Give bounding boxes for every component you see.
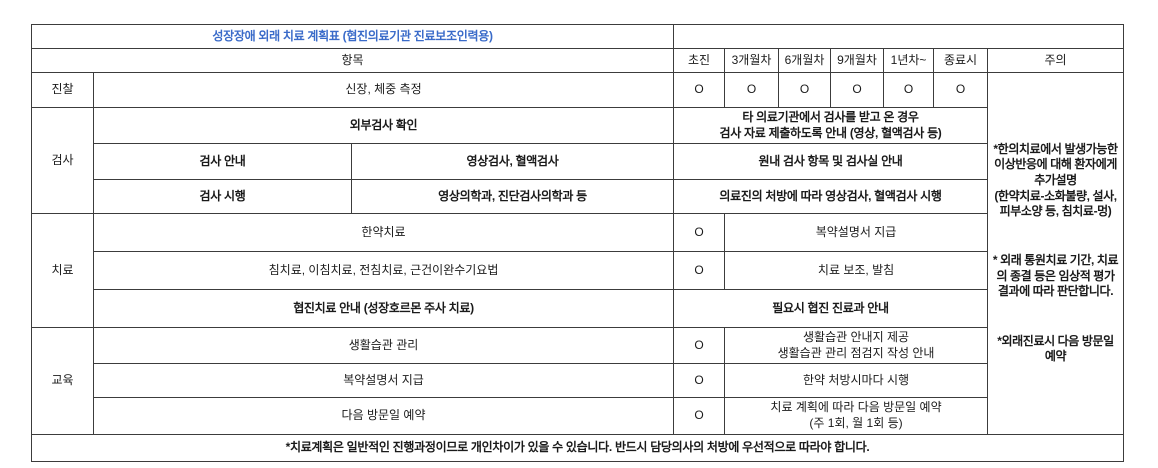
edu-mark-medication-guide: O: [673, 363, 726, 399]
test-item-guide: 검사 안내: [93, 143, 352, 181]
treat-item-herbal: 한약치료: [92, 213, 675, 253]
treat-item-cooperative: 협진치료 안내 (성장호르몬 주사 치료): [92, 289, 675, 329]
exam-mark-month-6: O: [778, 72, 832, 108]
treat-mark-herbal: O: [673, 213, 726, 253]
column-header-item: 항목: [30, 48, 675, 73]
column-header-month-9: 9개월차: [830, 48, 885, 73]
category-test: 검사: [31, 106, 94, 215]
column-header-end: 종료시: [933, 48, 989, 73]
column-header-month-3: 3개월차: [724, 48, 780, 73]
exam-item: 신장, 체중 측정: [92, 72, 675, 108]
test-row-1: 검사 외부검사 확인 타 의료기관에서 검사를 받고 온 경우 검사 자료 제출…: [31, 106, 1124, 215]
treat-row-2: 침치료, 이침치료, 전침치료, 근건이완수기요법 O 치료 보조, 발침: [32, 251, 1124, 291]
exam-row: 진찰 신장, 체중 측정 O O O O O O *한의치료에서 발생가능한 이…: [31, 72, 1125, 435]
category-edu: 교육: [31, 327, 94, 435]
header-row: 항목 초진 3개월차 6개월차 9개월차 1년차~ 종료시 주의: [30, 48, 1125, 73]
column-header-month-6: 6개월차: [778, 48, 832, 73]
title-row: 성장장애 외래 치료 계획표 (협진의료기관 진료보조인력용): [30, 24, 1125, 49]
edu-right-lifestyle: 생활습관 안내지 제공 생활습관 관리 점검지 작성 안내: [724, 327, 989, 365]
treat-row-3: 협진치료 안내 (성장호르몬 주사 치료) 필요시 협진 진료과 안내: [32, 289, 1124, 329]
edu-right-medication-guide: 한약 처방시마다 시행: [724, 363, 989, 399]
column-header-caution: 주의: [987, 48, 1125, 73]
caution-note-2: * 외래 통원치료 기간, 치료의 종결 등은 임상적 평가 결과에 따라 판단…: [992, 253, 1119, 299]
footnote-row: *치료계획은 일반적인 진행과정이므로 개인차이가 있을 수 있습니다. 반드시…: [30, 433, 1125, 462]
test-right-perform: 의료진의 처방에 따라 영상검사, 혈액검사 시행: [673, 179, 989, 215]
exam-mark-end: O: [933, 72, 989, 108]
exam-mark-month-3: O: [724, 72, 780, 108]
edu-row-1: 교육 생활습관 관리 O 생활습관 안내지 제공 생활습관 관리 점검지 작성 …: [31, 327, 1124, 435]
document-title: 성장장애 외래 치료 계획표 (협진의료기관 진료보조인력용): [30, 24, 675, 49]
column-header-year-1: 1년차~: [883, 48, 935, 73]
category-treat: 치료: [31, 213, 94, 329]
edu-item-medication-guide: 복약설명서 지급: [92, 363, 675, 399]
treatment-plan-table: 성장장애 외래 치료 계획표 (협진의료기관 진료보조인력용) 항목 초진 3개…: [30, 24, 1125, 462]
test-sub-perform: 영상의학과, 진단검사의학과 등: [350, 179, 675, 215]
edu-item-lifestyle: 생활습관 관리: [92, 327, 675, 365]
footnote-text: *치료계획은 일반적인 진행과정이므로 개인차이가 있을 수 있습니다. 반드시…: [30, 433, 1125, 462]
treat-right-cooperative: 필요시 협진 진료과 안내: [673, 289, 989, 329]
treat-mark-acupuncture: O: [673, 251, 726, 291]
test-right-guide: 원내 검사 항목 및 검사실 안내: [673, 143, 989, 181]
treat-right-acupuncture: 치료 보조, 발침: [724, 251, 989, 291]
edu-mark-next-visit: O: [673, 397, 726, 435]
treat-item-acupuncture: 침치료, 이침치료, 전침치료, 근건이완수기요법: [92, 251, 675, 291]
caution-notes-cell: *한의치료에서 발생가능한 이상반응에 대해 환자에게 추가설명 (한약치료-소…: [987, 72, 1125, 435]
caution-note-3: *외래진료시 다음 방문일 예약: [997, 333, 1114, 364]
edu-mark-lifestyle: O: [673, 327, 726, 365]
test-item-perform: 검사 시행: [93, 179, 352, 215]
test-sub-guide: 영상검사, 혈액검사: [350, 143, 675, 181]
treat-right-herbal: 복약설명서 지급: [724, 213, 989, 253]
exam-mark-year-1: O: [883, 72, 935, 108]
edu-right-next-visit: 치료 계획에 따라 다음 방문일 예약 (주 1회, 월 1회 등): [724, 397, 989, 435]
edu-row-3: 다음 방문일 예약 O 치료 계획에 따라 다음 방문일 예약 (주 1회, 월…: [32, 397, 1124, 435]
exam-mark-month-9: O: [830, 72, 885, 108]
test-row-2: 검사 안내 영상검사, 혈액검사 원내 검사 항목 및 검사실 안내: [32, 143, 1124, 181]
edu-item-next-visit: 다음 방문일 예약: [92, 397, 675, 435]
edu-row-2: 복약설명서 지급 O 한약 처방시마다 시행: [32, 363, 1124, 399]
caution-note-1: *한의치료에서 발생가능한 이상반응에 대해 환자에게 추가설명 (한약치료-소…: [993, 141, 1118, 219]
test-row-3: 검사 시행 영상의학과, 진단검사의학과 등 의료진의 처방에 따라 영상검사,…: [32, 179, 1124, 215]
exam-mark-first-visit: O: [673, 72, 726, 108]
category-exam: 진찰: [31, 72, 94, 108]
treat-row-1: 치료 한약치료 O 복약설명서 지급: [31, 213, 1124, 329]
test-right-external-check: 타 의료기관에서 검사를 받고 온 경우 검사 자료 제출하도록 안내 (영상,…: [673, 106, 989, 145]
title-row-empty-cell: [673, 24, 1125, 49]
test-item-external-check: 외부검사 확인: [92, 106, 675, 145]
column-header-first-visit: 초진: [673, 48, 726, 73]
